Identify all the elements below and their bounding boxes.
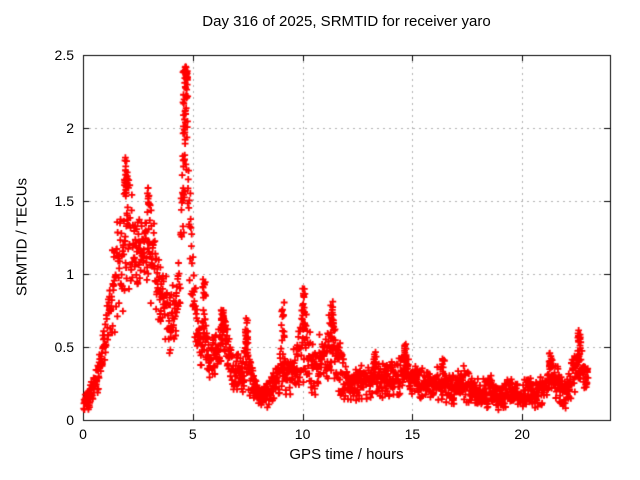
y-tick-label: 0 bbox=[66, 412, 74, 428]
chart-title: Day 316 of 2025, SRMTID for receiver yar… bbox=[202, 13, 491, 30]
y-tick-label: 1 bbox=[66, 266, 74, 282]
x-tick-label: 10 bbox=[294, 426, 311, 442]
x-tick-label: 15 bbox=[404, 426, 421, 442]
x-axis-label: GPS time / hours bbox=[289, 446, 404, 463]
x-tick-label: 20 bbox=[514, 426, 530, 442]
y-tick-label: 0.5 bbox=[54, 339, 74, 355]
y-tick-label: 2.5 bbox=[54, 47, 74, 63]
x-tick-label: 0 bbox=[79, 426, 87, 442]
x-tick-label: 5 bbox=[188, 426, 197, 442]
y-tick-label: 1.5 bbox=[54, 193, 74, 209]
y-tick-label: 2 bbox=[66, 120, 74, 136]
